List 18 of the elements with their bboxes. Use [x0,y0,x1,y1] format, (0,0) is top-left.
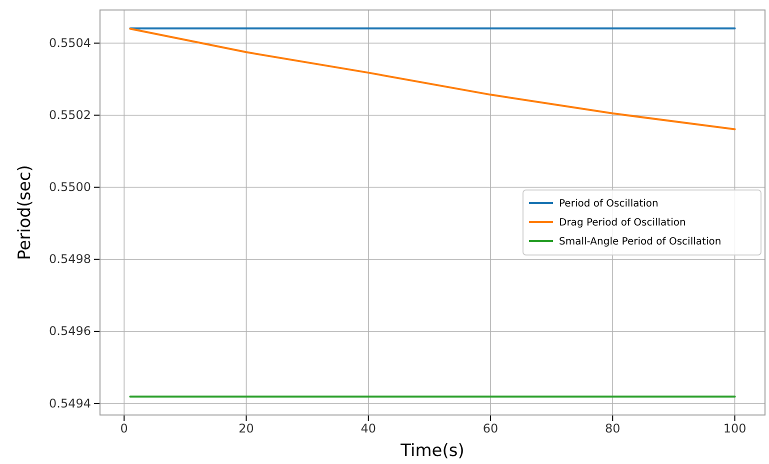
x-tick-label: 80 [605,422,620,436]
legend-label: Drag Period of Oscillation [559,218,686,228]
x-tick-label: 20 [238,422,254,436]
y-tick-label: 0.5500 [49,180,91,194]
x-tick-label: 100 [723,422,746,436]
x-tick-label: 40 [360,422,376,436]
legend-label: Period of Oscillation [559,198,658,210]
y-tick-label: 0.5496 [49,324,91,338]
x-tick-label: 60 [482,422,498,436]
x-axis-title: Time(s) [400,441,464,461]
y-axis-title: Period(sec) [15,165,35,260]
y-tick-label: 0.5502 [49,108,91,122]
y-tick-label: 0.5494 [49,396,91,410]
x-tick-label: 0 [120,422,128,436]
y-tick-label: 0.5498 [49,252,91,266]
y-tick-label: 0.5504 [49,36,91,50]
legend-label: Small-Angle Period of Oscillation [559,236,722,248]
line-series [129,28,736,130]
